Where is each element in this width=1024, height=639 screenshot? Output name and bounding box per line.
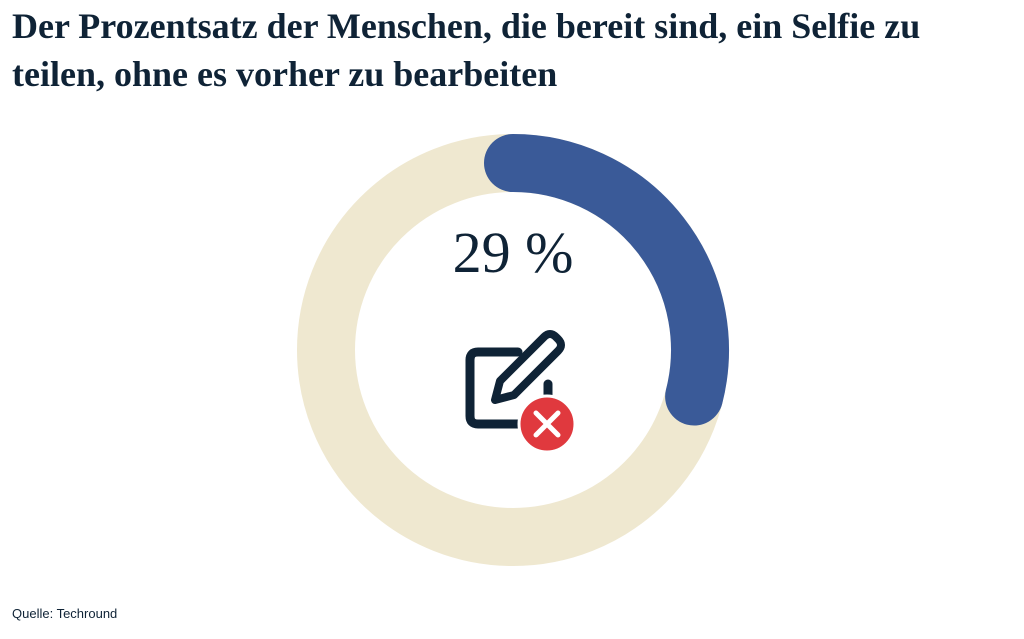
chart-area: 29 % (297, 134, 729, 566)
value-label: 29 % (453, 220, 574, 285)
chart-title: Der Prozentsatz der Menschen, die bereit… (12, 6, 921, 94)
edit-icon (465, 330, 577, 454)
donut-segment (484, 134, 729, 426)
source: Quelle: Techround (12, 606, 118, 621)
